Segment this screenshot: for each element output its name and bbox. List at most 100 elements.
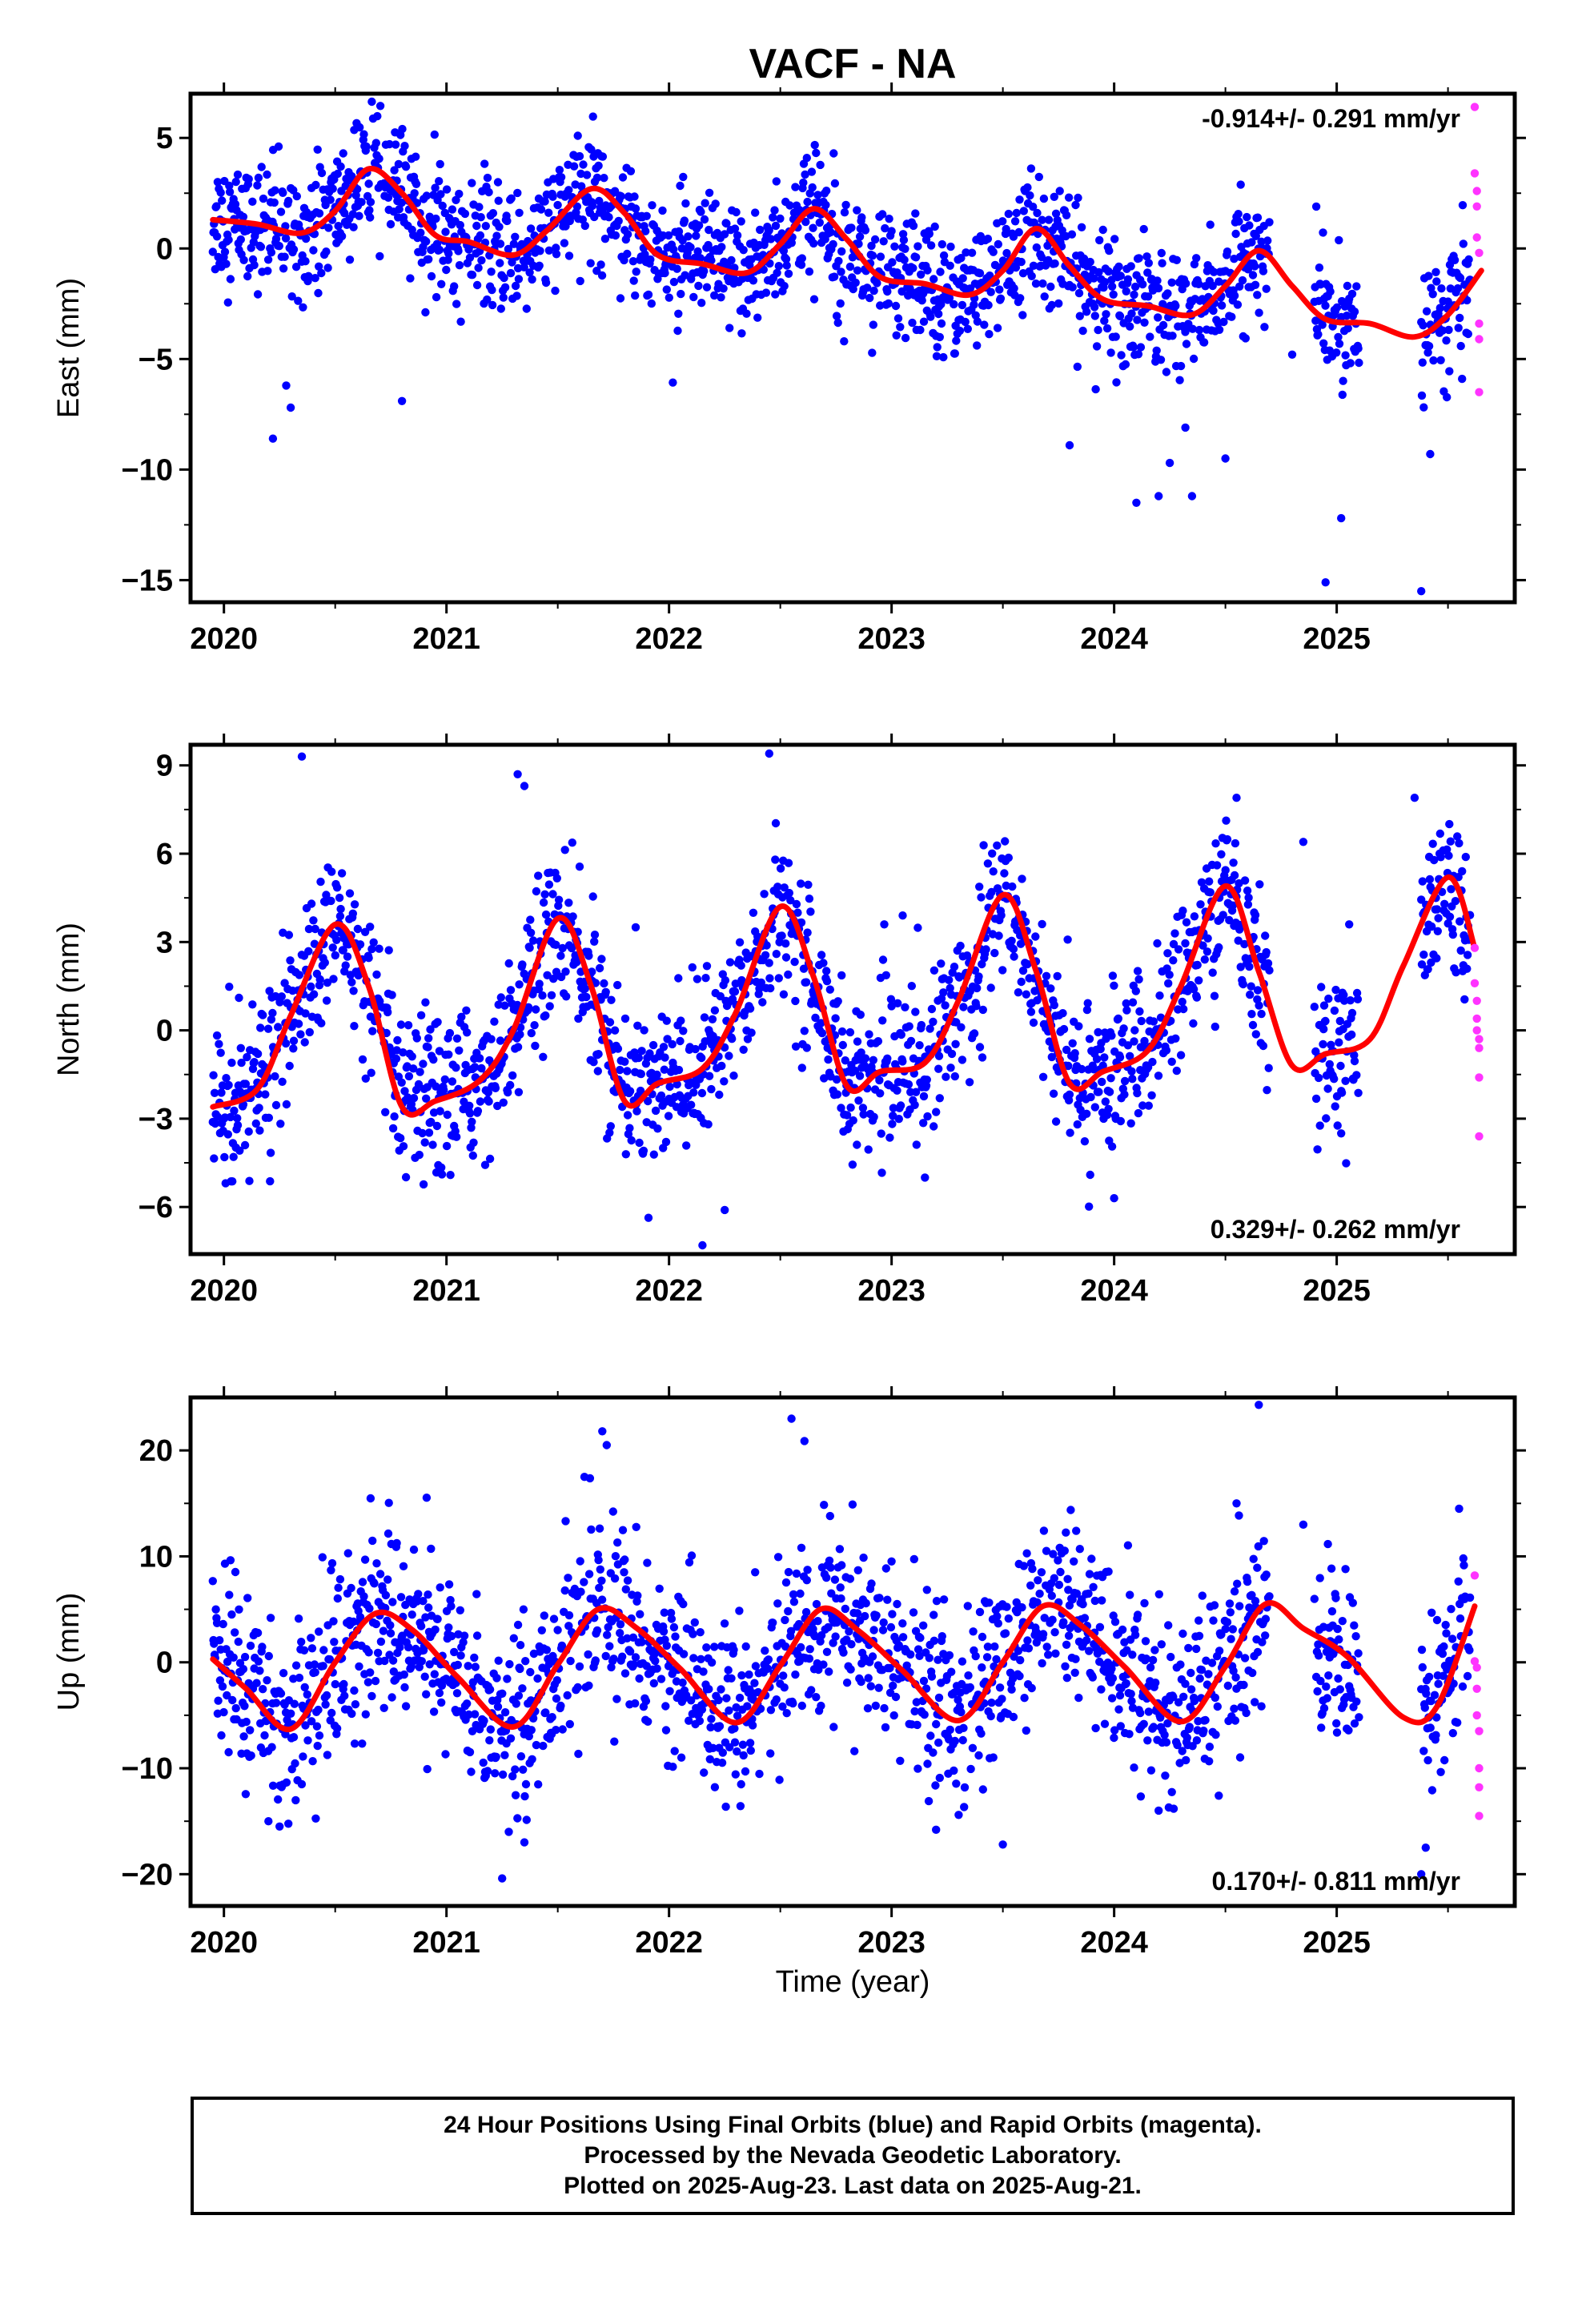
final-orbit-point <box>722 219 731 228</box>
final-orbit-point <box>1138 1101 1147 1110</box>
final-orbit-point <box>1082 1636 1091 1645</box>
final-orbit-point <box>1181 423 1190 432</box>
final-orbit-point <box>431 183 440 192</box>
final-orbit-point <box>604 1622 612 1632</box>
final-orbit-point <box>812 1599 821 1609</box>
final-orbit-point <box>1437 284 1446 293</box>
final-orbit-point <box>998 966 1007 975</box>
final-orbit-point <box>1037 1568 1046 1577</box>
final-orbit-point <box>257 163 266 171</box>
final-orbit-point <box>623 230 632 239</box>
final-orbit-point <box>500 1708 510 1717</box>
final-orbit-point <box>1130 1763 1138 1772</box>
data-points <box>208 749 1484 1250</box>
final-orbit-point <box>556 1701 565 1711</box>
final-orbit-point <box>480 159 489 168</box>
final-orbit-point <box>1153 276 1162 285</box>
final-orbit-point <box>424 1603 433 1612</box>
final-orbit-point <box>588 112 597 121</box>
final-orbit-point <box>435 1047 444 1055</box>
final-orbit-point <box>725 1706 733 1715</box>
final-orbit-point <box>697 1088 707 1098</box>
final-orbit-point <box>950 1072 960 1081</box>
final-orbit-point <box>561 1517 570 1526</box>
final-orbit-point <box>219 1707 228 1717</box>
final-orbit-point <box>1205 1743 1215 1751</box>
model-curve <box>210 874 1478 1118</box>
final-orbit-point <box>1244 893 1253 903</box>
final-orbit-point <box>329 975 338 983</box>
final-orbit-point <box>983 235 993 243</box>
final-orbit-point <box>381 1108 390 1117</box>
final-orbit-point <box>1140 318 1149 327</box>
final-orbit-point <box>861 1054 870 1063</box>
final-orbit-point <box>771 221 781 231</box>
final-orbit-point <box>309 246 318 255</box>
final-orbit-point <box>361 1710 370 1719</box>
final-orbit-point <box>1195 1674 1204 1683</box>
final-orbit-point <box>934 1051 944 1060</box>
final-orbit-point <box>422 191 432 200</box>
final-orbit-point <box>365 206 374 215</box>
final-orbit-point <box>1053 971 1062 981</box>
final-orbit-point <box>1422 307 1431 316</box>
final-orbit-point <box>373 1648 383 1658</box>
final-orbit-point <box>636 1086 645 1096</box>
final-orbit-point <box>453 1660 462 1670</box>
final-orbit-point <box>1171 301 1180 311</box>
final-orbit-point <box>220 1152 229 1162</box>
final-orbit-point <box>717 293 725 302</box>
final-orbit-point <box>822 967 831 975</box>
final-orbit-point <box>514 1691 524 1700</box>
final-orbit-point <box>450 282 459 291</box>
final-orbit-point <box>660 1065 669 1074</box>
final-orbit-point <box>1352 1071 1361 1080</box>
final-orbit-point <box>1149 1723 1158 1731</box>
final-orbit-point <box>1205 877 1214 886</box>
final-orbit-point <box>1090 312 1100 320</box>
final-orbit-point <box>328 943 337 952</box>
final-orbit-point <box>753 313 762 322</box>
final-orbit-point <box>764 1655 773 1664</box>
final-orbit-point <box>240 1652 250 1662</box>
final-orbit-point <box>297 1638 306 1647</box>
final-orbit-point <box>1002 881 1010 891</box>
final-orbit-point <box>244 1127 253 1136</box>
final-orbit-point <box>1004 209 1014 219</box>
final-orbit-point <box>717 1759 727 1767</box>
final-orbit-point <box>1068 1039 1077 1048</box>
final-orbit-point <box>929 1017 938 1027</box>
final-orbit-point <box>1017 977 1026 987</box>
final-orbit-point <box>564 1574 572 1582</box>
final-orbit-point <box>725 958 735 967</box>
final-orbit-point <box>809 223 817 232</box>
final-orbit-point <box>213 178 223 187</box>
final-orbit-point <box>491 1084 500 1093</box>
final-orbit-point <box>539 1741 548 1751</box>
final-orbit-point <box>964 1671 973 1680</box>
final-orbit-point <box>317 1019 326 1027</box>
final-orbit-point <box>367 97 376 107</box>
final-orbit-point <box>773 1599 782 1608</box>
final-orbit-point <box>416 228 425 237</box>
final-orbit-point <box>825 1667 833 1676</box>
final-orbit-point <box>391 140 400 149</box>
final-orbit-point <box>328 184 337 193</box>
final-orbit-point <box>910 1100 919 1110</box>
final-orbit-point <box>1129 343 1138 352</box>
final-orbit-point <box>597 1595 607 1604</box>
final-orbit-point <box>784 858 793 867</box>
final-orbit-point <box>707 1658 717 1667</box>
final-orbit-point <box>371 1619 380 1629</box>
final-orbit-point <box>824 1055 833 1064</box>
y-tick-label: 0 <box>156 232 173 266</box>
final-orbit-point <box>359 1592 368 1601</box>
final-orbit-point <box>294 296 303 305</box>
final-orbit-point <box>848 1160 857 1169</box>
final-orbit-point <box>307 982 315 991</box>
final-orbit-point <box>331 1679 339 1689</box>
final-orbit-point <box>833 1090 842 1099</box>
final-orbit-point <box>722 1694 731 1703</box>
final-orbit-point <box>1086 257 1094 267</box>
final-orbit-point <box>311 180 320 190</box>
